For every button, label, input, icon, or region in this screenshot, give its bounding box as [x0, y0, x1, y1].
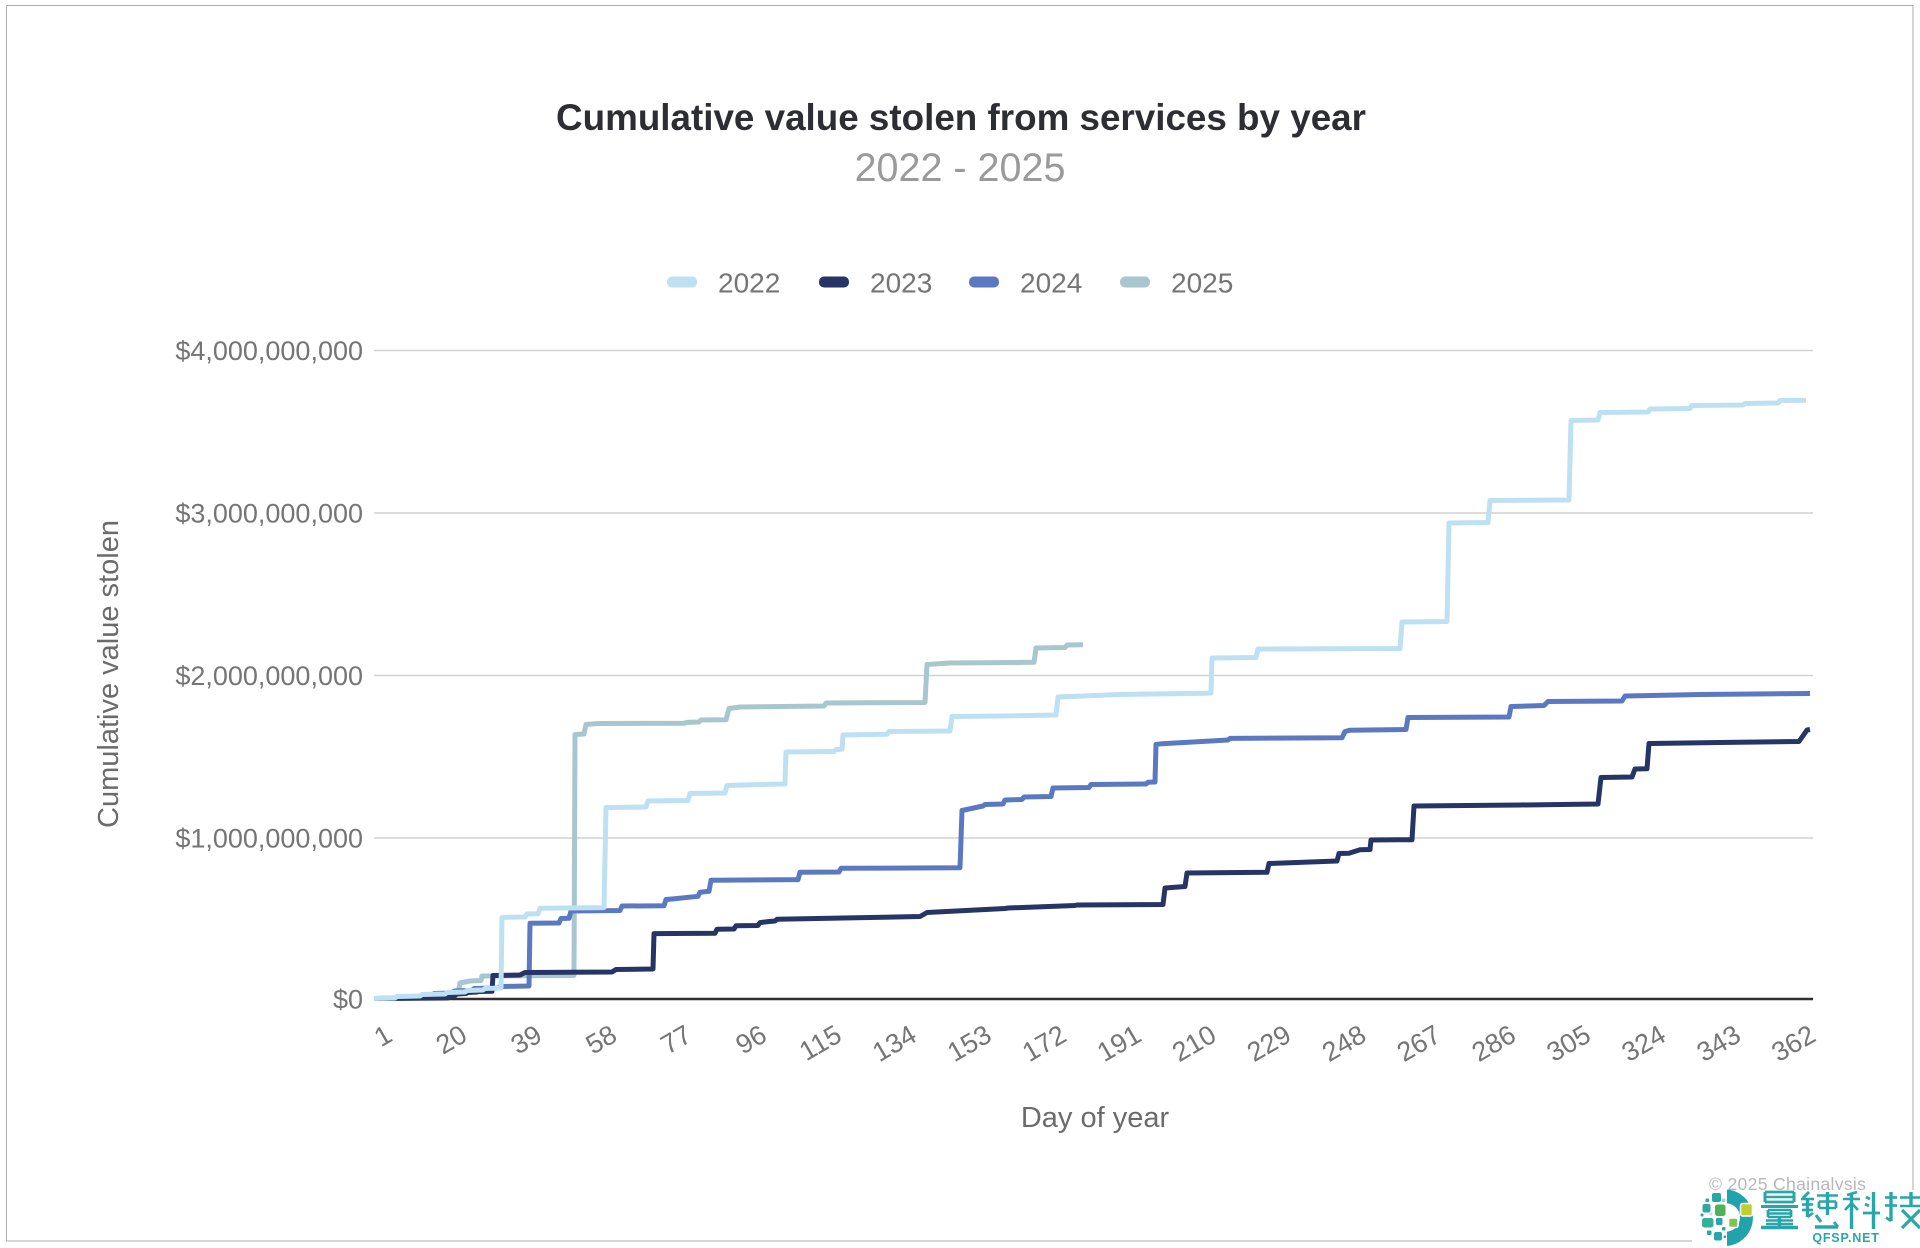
svg-text:2022 - 2025: 2022 - 2025 — [855, 146, 1066, 190]
svg-text:2023: 2023 — [870, 268, 932, 299]
svg-text:$1,000,000,000: $1,000,000,000 — [175, 824, 363, 854]
svg-text:Cumulative value stolen: Cumulative value stolen — [93, 520, 125, 828]
svg-text:$0: $0 — [333, 985, 363, 1015]
svg-text:Day of year: Day of year — [1021, 1102, 1170, 1134]
svg-text:$3,000,000,000: $3,000,000,000 — [175, 499, 363, 529]
svg-text:$2,000,000,000: $2,000,000,000 — [175, 661, 363, 691]
svg-text:2022: 2022 — [718, 268, 780, 299]
svg-text:2025: 2025 — [1171, 268, 1233, 299]
svg-text:2024: 2024 — [1020, 268, 1082, 299]
svg-text:© 2025 Chainalysis: © 2025 Chainalysis — [1709, 1174, 1866, 1194]
svg-text:$4,000,000,000: $4,000,000,000 — [175, 336, 363, 366]
svg-text:Cumulative value stolen from s: Cumulative value stolen from services by… — [556, 97, 1366, 138]
svg-text:QFSP.NET: QFSP.NET — [1812, 1231, 1879, 1245]
